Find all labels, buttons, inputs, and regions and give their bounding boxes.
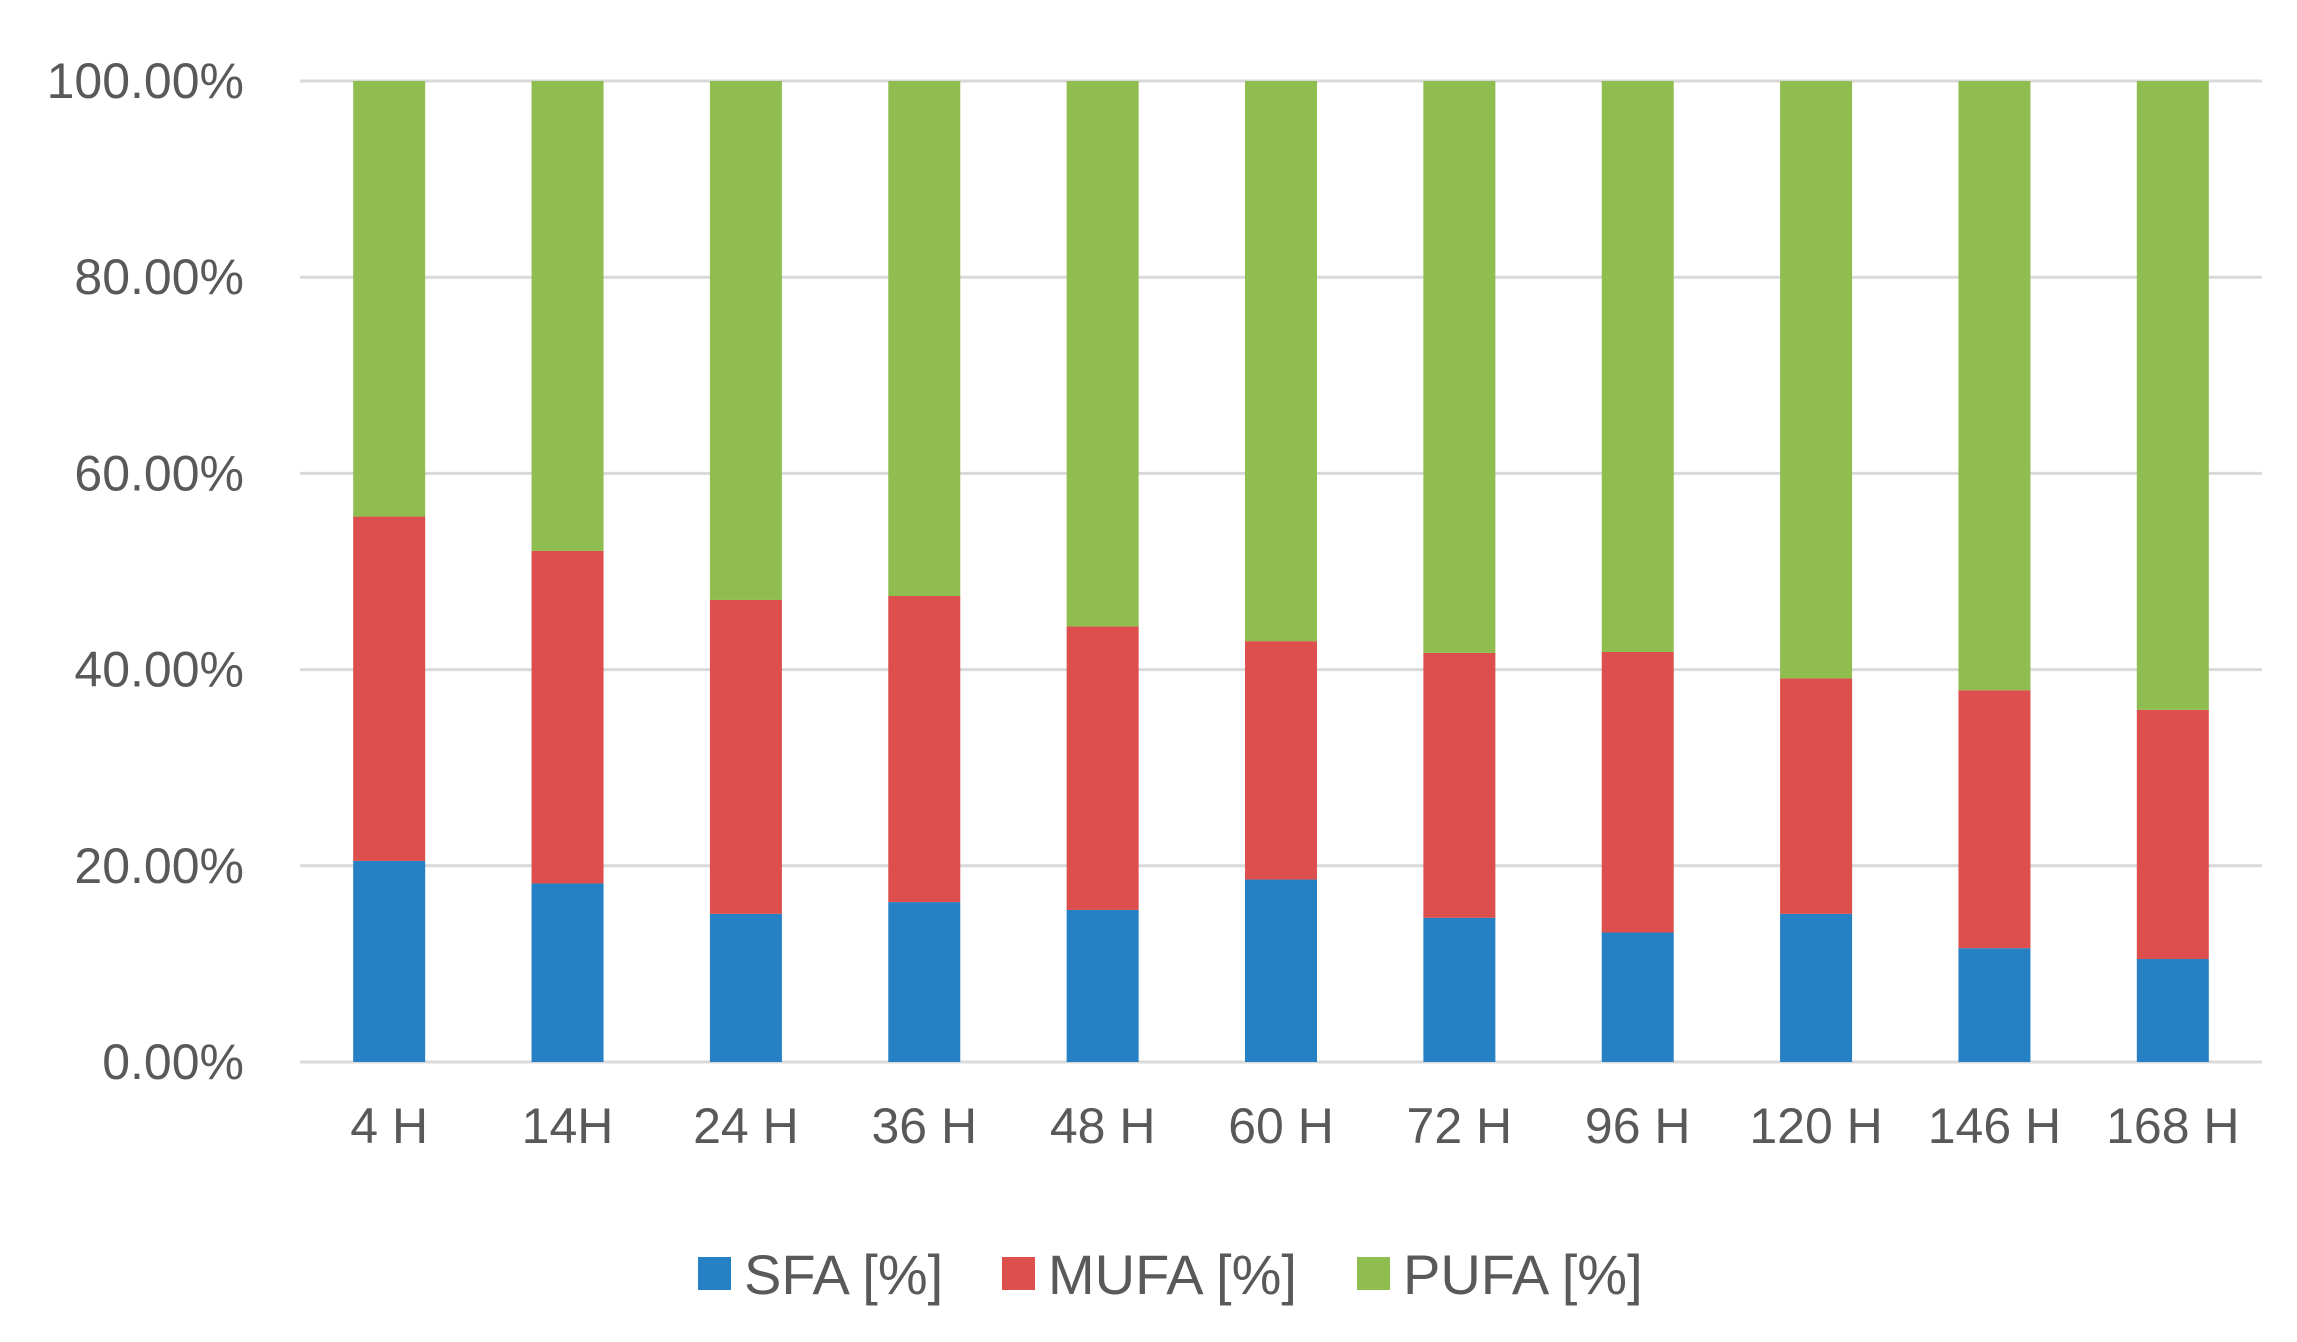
x-tick-label: 96 H <box>1585 1098 1691 1154</box>
bars <box>353 81 2209 1062</box>
y-axis-tick-labels: 0.00% 20.00% 40.00% 60.00% 80.00% 100.00% <box>47 53 244 1090</box>
bar-segment-sfa-2 <box>709 913 782 1062</box>
bar-segment-sfa-10 <box>2136 958 2209 1062</box>
bar-segment-mufa-8 <box>1780 678 1853 914</box>
bar-segment-mufa-1 <box>531 550 604 884</box>
bar-segment-pufa-4 <box>1066 81 1139 627</box>
y-tick-label: 20.00% <box>74 838 244 894</box>
bar-segment-sfa-6 <box>1423 917 1496 1062</box>
bar-segment-sfa-4 <box>1066 909 1139 1062</box>
bar-segment-sfa-5 <box>1245 879 1317 1062</box>
x-tick-label: 4 H <box>350 1098 428 1154</box>
x-tick-label: 36 H <box>871 1098 977 1154</box>
bar-segment-mufa-5 <box>1245 641 1317 880</box>
y-tick-label: 0.00% <box>102 1034 244 1090</box>
bar-segment-sfa-8 <box>1780 913 1853 1062</box>
bar-segment-pufa-6 <box>1423 81 1496 653</box>
x-tick-label: 72 H <box>1407 1098 1513 1154</box>
y-tick-label: 60.00% <box>74 445 244 501</box>
legend: SFA [%] MUFA [%] PUFA [%] <box>698 1243 1643 1306</box>
bar-segment-mufa-0 <box>353 516 426 861</box>
y-tick-label: 100.00% <box>47 53 244 109</box>
legend-label-sfa: SFA [%] <box>744 1243 943 1306</box>
legend-label-mufa: MUFA [%] <box>1048 1243 1297 1306</box>
bar-segment-pufa-7 <box>1601 81 1674 652</box>
bar-segment-mufa-3 <box>888 596 961 903</box>
bar-segment-pufa-9 <box>1958 81 2031 691</box>
y-tick-label: 40.00% <box>74 642 244 698</box>
legend-swatch-sfa <box>698 1257 731 1290</box>
bar-segment-sfa-0 <box>353 860 426 1062</box>
bar-segment-sfa-3 <box>888 902 961 1062</box>
legend-swatch-mufa <box>1002 1257 1035 1290</box>
bar-segment-pufa-3 <box>888 81 961 597</box>
bar-segment-pufa-1 <box>531 81 604 551</box>
bar-segment-pufa-8 <box>1780 81 1853 679</box>
bar-segment-mufa-6 <box>1423 652 1496 918</box>
bar-segment-sfa-9 <box>1958 948 2031 1062</box>
x-tick-label: 14H <box>522 1098 614 1154</box>
y-tick-label: 80.00% <box>74 249 244 305</box>
bar-segment-pufa-2 <box>709 81 782 600</box>
bar-segment-mufa-4 <box>1066 626 1139 910</box>
bar-segment-pufa-5 <box>1245 81 1317 642</box>
x-tick-label: 168 H <box>2106 1098 2239 1154</box>
bar-segment-mufa-9 <box>1958 690 2031 949</box>
bar-segment-sfa-1 <box>531 883 604 1062</box>
legend-swatch-pufa <box>1357 1257 1390 1290</box>
x-tick-label: 120 H <box>1749 1098 1882 1154</box>
legend-label-pufa: PUFA [%] <box>1403 1243 1643 1306</box>
bar-segment-pufa-10 <box>2136 81 2209 710</box>
bar-segment-mufa-10 <box>2136 709 2209 959</box>
bar-segment-sfa-7 <box>1601 932 1674 1062</box>
x-tick-label: 48 H <box>1050 1098 1156 1154</box>
x-tick-label: 146 H <box>1928 1098 2061 1154</box>
x-axis-tick-labels: 4 H 14H 24 H 36 H 48 H 60 H 72 H 96 H 120 H 146 H… <box>350 1098 2239 1154</box>
bar-segment-pufa-0 <box>353 81 426 517</box>
x-tick-label: 60 H <box>1228 1098 1334 1154</box>
bar-segment-mufa-2 <box>709 599 782 914</box>
bar-segment-mufa-7 <box>1601 651 1674 933</box>
x-tick-label: 24 H <box>693 1098 799 1154</box>
